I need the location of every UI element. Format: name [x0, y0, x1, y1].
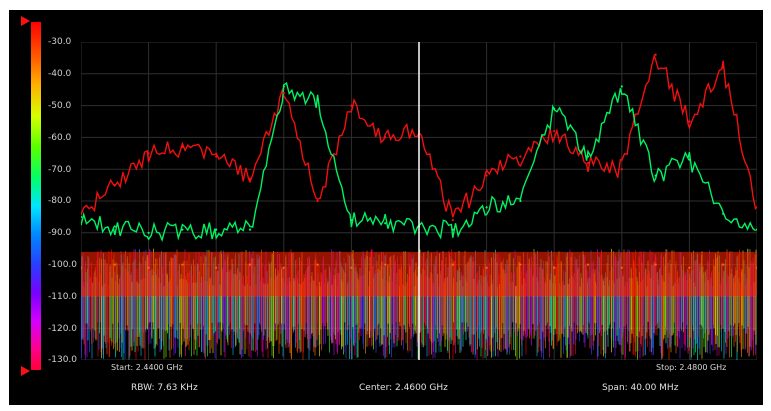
trace-point: [620, 266, 623, 269]
trace-point: [519, 155, 522, 158]
trace-point: [688, 120, 691, 123]
trace-point: [553, 107, 556, 110]
trace-point: [451, 263, 454, 266]
trace-point: [485, 206, 488, 209]
trace-point: [350, 266, 353, 269]
trace-point: [147, 266, 150, 269]
trace-point: [553, 129, 556, 133]
y-tick-label: -130.0: [48, 355, 78, 365]
trace-point: [248, 228, 252, 231]
rbw-label: RBW: 7.63 KHz: [131, 383, 198, 393]
center-frequency-label: Center: 2.4600 GHz: [359, 383, 448, 393]
trace-point: [147, 231, 150, 234]
trace-point: [722, 212, 725, 215]
spectrum-plot[interactable]: [81, 42, 757, 360]
trace-point: [81, 212, 83, 215]
trace-point: [485, 266, 488, 269]
trace-point: [215, 228, 218, 231]
trace-point: [81, 215, 83, 218]
trace-point: [282, 91, 285, 94]
trace-point: [586, 161, 590, 164]
trace-point: [688, 266, 691, 269]
spectrum-analyzer-screen: -30.0 -40.0 -50.0 -60.0 -70.0 -80.0 -90.…: [9, 10, 763, 405]
trace-point: [350, 104, 353, 107]
y-tick-label: -40.0: [48, 69, 72, 79]
trace-point: [81, 266, 83, 269]
stop-frequency-label: Stop: 2.4800 GHz: [656, 363, 727, 372]
trace-point: [620, 85, 623, 88]
trace-point: [620, 168, 623, 171]
trace-point: [113, 263, 116, 266]
trace-point: [384, 222, 387, 225]
trace-point: [722, 263, 725, 266]
trace-point: [147, 152, 150, 155]
trace-point: [519, 263, 522, 266]
trace-point: [654, 174, 657, 177]
trace-point: [316, 263, 319, 266]
y-tick-label: -80.0: [48, 196, 72, 206]
y-tick-label: -60.0: [48, 133, 72, 143]
trace-point: [248, 263, 252, 266]
trace-point: [755, 206, 757, 209]
trace-point: [485, 174, 488, 177]
y-tick-label: -50.0: [48, 101, 72, 111]
y-tick-label: -90.0: [48, 228, 72, 238]
trace-point: [282, 266, 285, 269]
trace-point: [384, 263, 387, 266]
trace-point: [282, 85, 285, 88]
y-tick-label: -30.0: [48, 37, 72, 47]
trace-point: [722, 66, 725, 69]
bottom-range-marker-icon[interactable]: [21, 366, 30, 376]
top-range-marker-icon[interactable]: [21, 16, 30, 26]
trace-point: [181, 263, 184, 266]
trace-point: [553, 266, 556, 269]
trace-point: [113, 225, 116, 228]
intensity-colorbar: [31, 22, 41, 370]
trace-point: [755, 228, 757, 231]
trace-point: [215, 155, 218, 158]
start-frequency-label: Start: 2.4400 GHz: [111, 363, 183, 372]
trace-point: [113, 184, 116, 187]
trace-point: [350, 218, 353, 222]
spectrum-svg: [81, 42, 757, 360]
trace-point: [384, 136, 387, 139]
trace-point: [755, 266, 757, 269]
trace-point: [451, 218, 454, 222]
trace-point: [586, 263, 590, 266]
trace-point: [316, 98, 319, 101]
span-label: Span: 40.00 MHz: [602, 383, 679, 393]
y-tick-label: -110.0: [48, 292, 78, 302]
y-tick-label: -120.0: [48, 324, 78, 334]
trace-point: [451, 228, 454, 231]
trace-point: [654, 53, 657, 56]
trace-point: [688, 158, 691, 161]
trace-point: [181, 145, 184, 149]
trace-point: [654, 263, 657, 266]
trace-point: [248, 177, 252, 180]
trace-point: [181, 228, 184, 231]
trace-point: [215, 266, 218, 269]
y-tick-label: -70.0: [48, 165, 72, 175]
y-tick-label: -100.0: [48, 260, 78, 270]
trace-point: [586, 155, 590, 158]
trace-point: [316, 199, 319, 203]
trace-point: [519, 199, 522, 203]
